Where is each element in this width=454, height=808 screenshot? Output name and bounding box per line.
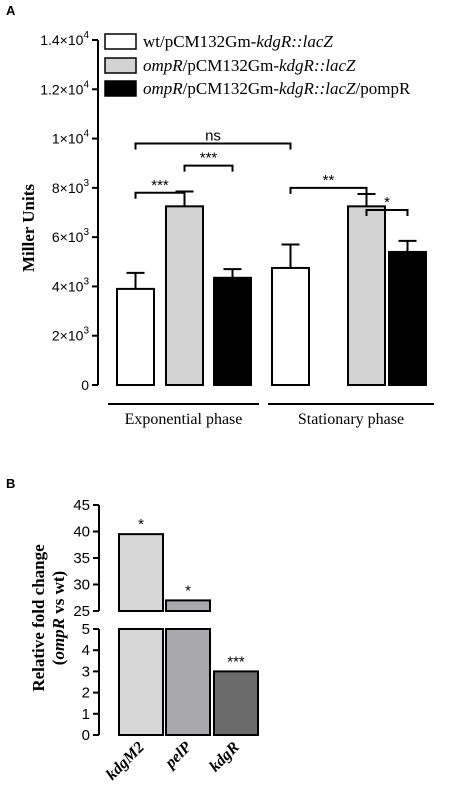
y-tick-label: 0 xyxy=(81,377,89,393)
y-tick-label: 2×103 xyxy=(52,326,90,344)
y-tick-label: 2 xyxy=(82,685,90,702)
significance-bracket xyxy=(365,209,409,217)
group-label: Exponential phase xyxy=(125,411,243,428)
bar-lower xyxy=(165,628,211,736)
legend-label-part-0: ompR xyxy=(143,79,183,98)
legend-label-part-2: kdgR::lacZ xyxy=(279,56,356,75)
bar-upper xyxy=(165,599,211,613)
y-tick-label: 0 xyxy=(82,727,90,744)
legend-label-part-0: wt/pCM132Gm- xyxy=(143,32,257,51)
legend-label: ompR/pCM132Gm-kdgR::lacZ/pompR xyxy=(143,79,411,98)
bar xyxy=(271,266,310,387)
bar xyxy=(165,205,204,386)
y-tick-label: 1 xyxy=(82,706,90,723)
legend-swatch xyxy=(104,57,137,74)
category-label: kdgM2 xyxy=(103,739,148,784)
axis-break-gap xyxy=(92,613,220,627)
y-tick-base: 2×10 xyxy=(52,328,84,344)
significance-label: ** xyxy=(323,172,335,189)
panel-b-label: B xyxy=(6,476,15,491)
y-axis-title-2-part-2: vs wt) xyxy=(49,571,68,618)
y-tick-exponent: 4 xyxy=(83,79,89,90)
y-tick-base: 0 xyxy=(81,377,89,393)
significance-label: *** xyxy=(200,150,218,167)
y-tick-label: 6×103 xyxy=(52,227,90,245)
y-tick-label: 4×103 xyxy=(52,276,90,294)
y-tick-label: 25 xyxy=(73,603,90,620)
bar-upper xyxy=(118,533,164,613)
y-tick-base: 4×10 xyxy=(52,278,84,294)
y-tick-label: 1.4×104 xyxy=(40,30,89,48)
y-tick-label: 3 xyxy=(82,663,90,680)
legend-label-part-2: kdgR::lacZ xyxy=(279,79,356,98)
bar xyxy=(388,250,427,386)
y-tick-exponent: 3 xyxy=(83,227,89,238)
significance-label: *** xyxy=(227,653,245,670)
category-label: kdgR xyxy=(206,739,243,776)
significance-label: * xyxy=(384,194,390,211)
y-tick-label: 5 xyxy=(82,621,90,638)
y-tick-label: 35 xyxy=(73,550,90,567)
y-tick-exponent: 3 xyxy=(83,178,89,189)
legend-swatch xyxy=(104,33,137,50)
y-tick-base: 8×10 xyxy=(52,180,84,196)
y-tick-base: 1.2×10 xyxy=(40,81,83,97)
y-axis-title-2-part-1: ompR xyxy=(49,618,68,660)
significance-bracket xyxy=(289,186,368,194)
y-axis-title: Relative fold change xyxy=(29,544,48,692)
y-tick-label: 1×104 xyxy=(52,129,90,147)
bar xyxy=(213,276,252,386)
legend-label: wt/pCM132Gm-kdgR::lacZ xyxy=(143,32,333,51)
y-tick-exponent: 4 xyxy=(83,30,89,41)
y-tick-label: 1.2×104 xyxy=(40,79,89,97)
significance-label: ns xyxy=(205,128,221,145)
legend-label-part-1: kdgR::lacZ xyxy=(256,32,333,51)
bar xyxy=(347,205,386,386)
y-tick-exponent: 4 xyxy=(83,129,89,140)
y-tick-label: 4 xyxy=(82,642,90,659)
y-axis-title-2-part-0: ( xyxy=(49,659,68,665)
y-axis-title-2: (ompR vs wt) xyxy=(49,571,68,665)
legend-swatch xyxy=(104,80,137,97)
y-tick-base: 6×10 xyxy=(52,229,84,245)
significance-bracket xyxy=(183,164,234,172)
y-tick-base: 1×10 xyxy=(52,131,84,147)
group-label: Stationary phase xyxy=(298,411,404,428)
y-tick-label: 45 xyxy=(73,497,90,514)
significance-label: * xyxy=(138,516,144,533)
y-axis-title: Miller Units xyxy=(19,184,38,272)
legend-label-part-1: /pCM132Gm- xyxy=(183,56,280,75)
bar xyxy=(116,287,155,386)
y-tick-exponent: 3 xyxy=(83,326,89,337)
legend-label: ompR/pCM132Gm-kdgR::lacZ xyxy=(143,56,356,75)
panel-a-chart: 02×1034×1036×1038×1031×1041.2×1041.4×104… xyxy=(19,30,434,428)
y-tick-base: 1.4×10 xyxy=(40,32,83,48)
y-tick-label: 40 xyxy=(73,524,90,541)
significance-label: *** xyxy=(151,177,169,194)
bar-lower xyxy=(213,670,259,737)
legend-label-part-3: /pompR xyxy=(356,79,411,98)
y-tick-label: 30 xyxy=(73,577,90,594)
significance-bracket xyxy=(134,191,186,199)
y-tick-exponent: 3 xyxy=(83,276,89,287)
legend-label-part-1: /pCM132Gm- xyxy=(183,79,280,98)
bar-lower xyxy=(118,628,164,736)
significance-bracket xyxy=(134,142,292,150)
y-tick-label: 8×103 xyxy=(52,178,90,196)
legend-label-part-0: ompR xyxy=(143,56,183,75)
category-label: pelP xyxy=(161,739,195,773)
significance-label: * xyxy=(185,582,191,599)
panel-a-label: A xyxy=(6,3,16,18)
